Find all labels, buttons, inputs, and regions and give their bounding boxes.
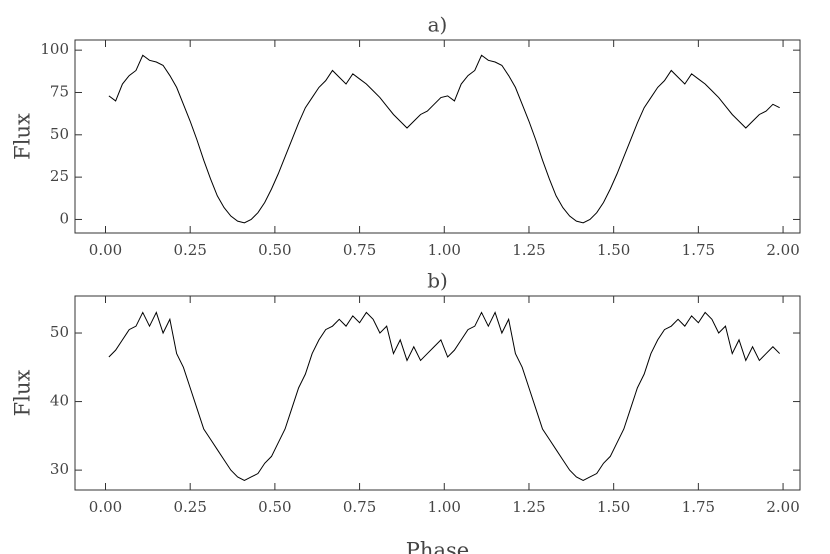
x-tick-label: 1.25 bbox=[512, 498, 545, 516]
x-tick-label: 1.75 bbox=[682, 498, 715, 516]
x-tick-label: 0.50 bbox=[258, 241, 291, 259]
x-tick-label: 0.25 bbox=[173, 498, 206, 516]
y-tick-label: 50 bbox=[50, 125, 69, 143]
x-tick-label: 0.50 bbox=[258, 498, 291, 516]
x-tick-label: 0.00 bbox=[89, 498, 122, 516]
y-tick-label: 50 bbox=[50, 323, 69, 341]
y-tick-label: 25 bbox=[50, 167, 69, 185]
x-tick-label: 1.25 bbox=[512, 241, 545, 259]
x-tick-label: 1.00 bbox=[428, 241, 461, 259]
y-tick-label: 30 bbox=[50, 460, 69, 478]
plot-frame bbox=[74, 39, 801, 234]
x-axis-label: Phase bbox=[406, 539, 469, 554]
y-tick-label: 0 bbox=[59, 209, 69, 227]
x-tick-label: 0.00 bbox=[89, 241, 122, 259]
x-tick-label: 1.00 bbox=[428, 498, 461, 516]
y-tick-label: 75 bbox=[50, 82, 69, 100]
y-tick-label: 40 bbox=[50, 392, 69, 410]
y-axis-label: Flux bbox=[11, 370, 35, 417]
panel-title: b) bbox=[427, 269, 448, 293]
flux-line bbox=[108, 311, 781, 481]
x-tick-label: 0.75 bbox=[343, 498, 376, 516]
x-tick-label: 1.50 bbox=[597, 498, 630, 516]
x-tick-label: 0.25 bbox=[173, 241, 206, 259]
y-tick-label: 100 bbox=[40, 40, 69, 58]
y-axis-label: Flux bbox=[11, 113, 35, 160]
x-tick-label: 1.75 bbox=[682, 241, 715, 259]
flux-line bbox=[108, 54, 780, 224]
x-tick-label: 0.75 bbox=[343, 241, 376, 259]
x-tick-label: 2.00 bbox=[766, 241, 799, 259]
plot-frame bbox=[74, 295, 801, 491]
panel-title: a) bbox=[428, 13, 448, 37]
x-tick-label: 1.50 bbox=[597, 241, 630, 259]
x-tick-label: 2.00 bbox=[766, 498, 799, 516]
